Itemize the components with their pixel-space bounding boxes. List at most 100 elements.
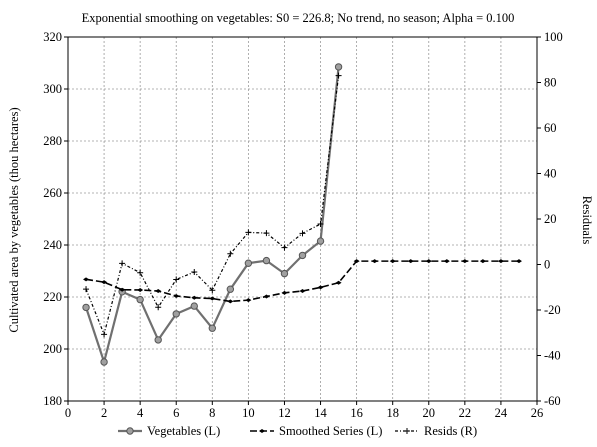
data-point (353, 259, 360, 264)
data-point (425, 259, 432, 264)
data-point (281, 244, 288, 251)
data-point (479, 259, 486, 264)
data-point (137, 287, 144, 292)
data-point (299, 230, 306, 237)
series-2 (83, 72, 342, 338)
series-line (85, 75, 340, 337)
x-tick-label: 10 (242, 406, 255, 420)
y-left-tick-label: 240 (43, 238, 62, 252)
y-right-tick-label: 0 (544, 258, 550, 272)
data-point (262, 256, 271, 265)
data-point (209, 287, 216, 294)
y-left-tick-label: 220 (43, 290, 62, 304)
x-tick-label: 6 (173, 406, 179, 420)
data-point (100, 358, 108, 366)
y-left-tick-label: 300 (43, 82, 62, 96)
y-right-tick-label: 100 (544, 30, 563, 44)
data-point (497, 259, 504, 264)
data-point (154, 336, 162, 344)
data-point (101, 280, 108, 285)
y-right-tick-label: -20 (544, 303, 561, 317)
data-point (281, 290, 288, 295)
data-point (83, 277, 90, 282)
x-tick-label: 18 (386, 406, 399, 420)
data-point (316, 237, 325, 245)
x-tick-label: 2 (101, 406, 107, 420)
data-point (209, 296, 216, 301)
x-tick-label: 22 (459, 406, 472, 420)
x-tick-label: 14 (314, 406, 327, 420)
data-point (227, 250, 234, 257)
series-layer (82, 63, 522, 366)
y-right-tick-label: -60 (544, 394, 561, 408)
legend-label: Resids (R) (424, 424, 477, 438)
y-right-tick-label: -40 (544, 349, 561, 363)
x-tick-label: 12 (278, 406, 291, 420)
data-point (155, 304, 162, 311)
series-line (85, 260, 519, 303)
y-right-tick-label: 80 (544, 76, 557, 90)
y-right-tick-label: 60 (544, 121, 557, 135)
data-point (226, 285, 235, 293)
data-point (155, 289, 162, 294)
data-point (173, 293, 180, 298)
data-point (83, 286, 90, 293)
x-tick-label: 8 (209, 406, 215, 420)
chart-title: Exponential smoothing on vegetables: S0 … (82, 11, 515, 25)
grid (68, 37, 537, 401)
data-point (515, 259, 522, 264)
data-point (335, 72, 342, 79)
data-point (263, 294, 270, 299)
legend-marker (126, 427, 134, 435)
data-point (119, 260, 126, 267)
x-tick-label: 24 (495, 406, 508, 420)
data-point (298, 251, 307, 260)
legend: Vegetables (L) Smoothed Series (L) Resids … (118, 424, 477, 438)
y-left-tick-label: 280 (43, 134, 62, 148)
data-point (82, 303, 90, 312)
series-1 (83, 259, 522, 304)
data-point (137, 269, 144, 276)
data-point (389, 259, 396, 264)
x-tick-label: 26 (531, 406, 544, 420)
y-right-tick-label: 20 (544, 212, 557, 226)
y-axis-left-label: Cultivated area by vegetables (thou hect… (7, 107, 21, 332)
data-point (191, 295, 198, 300)
y-right-tick-label: 40 (544, 167, 557, 181)
legend-label: Vegetables (L) (147, 424, 220, 438)
legend-marker (404, 428, 410, 434)
x-tick-label: 20 (423, 406, 436, 420)
data-point (317, 285, 324, 290)
data-point (245, 298, 252, 303)
data-point (208, 324, 217, 332)
data-point (119, 287, 126, 292)
x-tick-label: 0 (65, 406, 71, 420)
plot-frame (67, 36, 538, 402)
data-point (263, 230, 270, 237)
data-point (280, 269, 289, 278)
y-left-tick-label: 200 (43, 342, 62, 356)
data-point (335, 280, 342, 285)
legend-marker (259, 429, 265, 433)
x-tick-label: 16 (350, 406, 363, 420)
y-left-tick-label: 320 (43, 30, 62, 44)
y-left-tick-label: 180 (43, 394, 62, 408)
data-point (245, 229, 252, 236)
data-point (317, 221, 324, 228)
data-point (443, 259, 450, 264)
data-point (227, 299, 234, 304)
legend-label: Smoothed Series (L) (279, 424, 382, 438)
data-point (461, 259, 468, 264)
data-point (334, 63, 343, 71)
data-point (191, 269, 198, 276)
data-point (244, 259, 253, 267)
data-point (101, 331, 108, 338)
y-left-tick-label: 260 (43, 186, 62, 200)
axes: 0 2 4 6 8 10 12 14 16 18 20 22 24 2618020022024026028… (43, 30, 563, 420)
data-point (299, 289, 306, 294)
data-point (172, 310, 180, 318)
data-point (371, 259, 378, 264)
y-axis-right-label: Residuals (580, 196, 594, 245)
data-point (407, 259, 414, 264)
